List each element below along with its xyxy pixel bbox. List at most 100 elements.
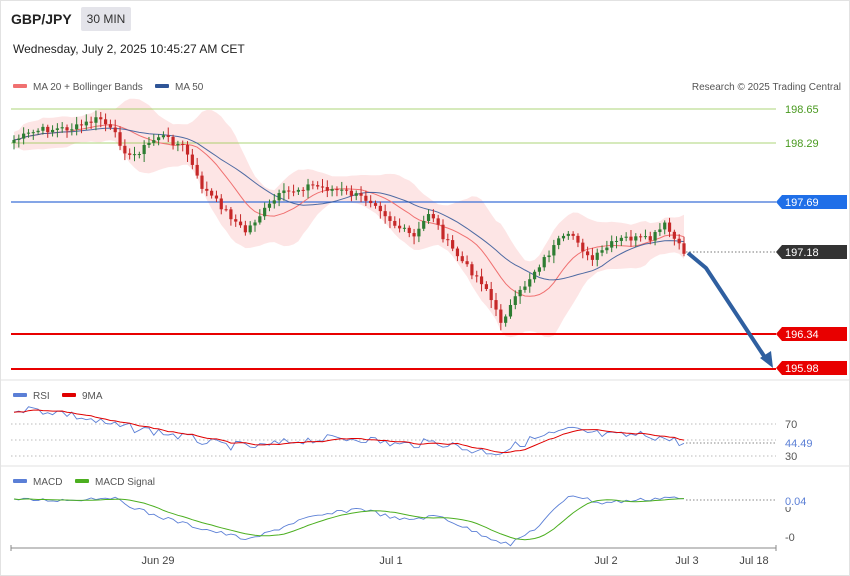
candle-body xyxy=(84,121,88,126)
candle-body xyxy=(639,236,643,238)
candle-body xyxy=(426,214,431,221)
x-tick-label: Jul 3 xyxy=(675,555,698,567)
candle-body xyxy=(176,143,180,146)
x-tick-label: Jul 18 xyxy=(739,555,768,567)
candle-body xyxy=(137,154,141,156)
candle-body xyxy=(532,271,537,280)
candle-body xyxy=(369,200,373,204)
candle-body xyxy=(330,189,334,191)
legend-label-rsi-ma: 9MA xyxy=(82,391,103,402)
x-tick-label: Jul 1 xyxy=(379,555,402,567)
candle-body xyxy=(605,247,609,251)
macd-tick-neg: -0 xyxy=(785,532,795,544)
level-label-pivot: 197.69 xyxy=(785,197,819,209)
candle-body xyxy=(55,128,59,130)
candle-body xyxy=(306,184,310,191)
rsi-line xyxy=(13,406,685,456)
candle-body xyxy=(75,124,79,130)
candle-body xyxy=(79,124,84,126)
candle-body xyxy=(470,264,474,276)
candle-body xyxy=(373,203,378,206)
candle-body xyxy=(412,233,416,237)
candle-body xyxy=(349,190,354,196)
timeframe-badge[interactable]: 30 MIN xyxy=(81,7,131,31)
support-price-tag-s2 xyxy=(776,361,847,375)
candle-body xyxy=(431,214,435,219)
legend-label-rsi: RSI xyxy=(33,391,50,402)
rsi-value-bg xyxy=(783,435,813,450)
support-price-tag-s1 xyxy=(776,327,847,341)
candle-body xyxy=(41,126,45,131)
candle-body xyxy=(561,235,566,239)
rsi-ma-line xyxy=(13,409,685,454)
candle-body xyxy=(132,154,137,156)
pivot-price-tag xyxy=(776,195,847,209)
candle-body xyxy=(465,261,469,265)
legend-swatch-rsi xyxy=(13,393,27,397)
ma20-line xyxy=(13,124,685,297)
candle-body xyxy=(455,248,460,257)
candle-body xyxy=(663,222,667,230)
candle-body xyxy=(94,117,98,123)
candle-body xyxy=(224,209,228,211)
candle-body xyxy=(50,129,55,133)
candle-body xyxy=(590,255,595,260)
candle-body xyxy=(99,117,103,120)
candle-body xyxy=(31,132,35,134)
candle-body xyxy=(142,144,146,155)
candle-body xyxy=(277,193,281,201)
datetime-label: Wednesday, July 2, 2025 10:45:27 AM CET xyxy=(13,42,245,56)
candle-body xyxy=(378,205,382,212)
candle-body xyxy=(113,127,117,133)
legend-swatch-rsi-ma xyxy=(62,393,76,397)
copyright-label: Research © 2025 Trading Central xyxy=(692,82,841,93)
candle-body xyxy=(103,119,108,125)
candle-body xyxy=(210,190,214,196)
candle-body xyxy=(672,231,676,239)
level-label-last: 197.18 xyxy=(785,247,819,259)
candle-body xyxy=(248,225,252,233)
legend-label-ma20: MA 20 + Bollinger Bands xyxy=(33,82,143,93)
candle-body xyxy=(171,136,175,146)
candle-body xyxy=(581,242,585,252)
candle-body xyxy=(446,239,450,241)
candle-body xyxy=(219,198,223,210)
candle-body xyxy=(123,145,127,154)
forecast-arrow-line xyxy=(686,251,768,361)
candle-body xyxy=(205,188,209,191)
candle-body xyxy=(296,189,300,192)
candle-body xyxy=(340,189,344,191)
candle-body xyxy=(643,236,648,238)
level-label-s1: 196.34 xyxy=(785,329,819,341)
candle-body xyxy=(417,228,421,237)
macd-value-bg xyxy=(783,493,811,507)
candle-body xyxy=(585,251,590,256)
candle-body xyxy=(422,220,426,229)
candle-body xyxy=(484,284,488,290)
candle-body xyxy=(335,189,339,191)
candle-body xyxy=(325,187,329,191)
candle-body xyxy=(576,235,580,243)
candle-body xyxy=(479,276,484,285)
candle-body xyxy=(185,144,190,155)
candle-body xyxy=(214,195,219,199)
level-label-r2: 198.65 xyxy=(785,104,819,116)
candle-body xyxy=(108,124,113,128)
candle-body xyxy=(610,241,614,248)
candle-body xyxy=(513,296,517,305)
candle-body xyxy=(238,221,243,226)
last-price-tag xyxy=(776,245,847,259)
legend-label-macd-signal: MACD Signal xyxy=(95,477,155,488)
candle-body xyxy=(682,243,686,254)
candle-body xyxy=(653,232,657,241)
legend-swatch-ma50 xyxy=(155,84,169,88)
level-label-r1: 198.29 xyxy=(785,138,819,150)
candle-body xyxy=(537,267,541,272)
candle-body xyxy=(600,250,604,253)
candle-body xyxy=(547,255,551,258)
candle-body xyxy=(253,222,257,226)
candle-body xyxy=(667,222,672,232)
x-tick-label: Jul 2 xyxy=(594,555,617,567)
candle-body xyxy=(441,224,445,240)
